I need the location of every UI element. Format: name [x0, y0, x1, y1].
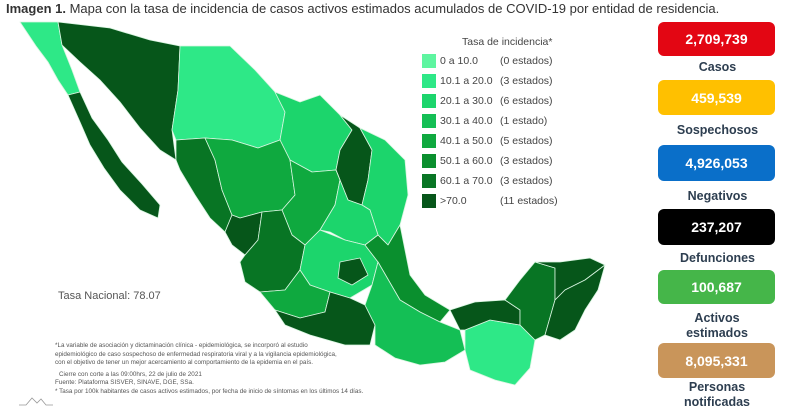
stat-casos-label: Casos	[698, 60, 737, 74]
legend-count: (0 estados)	[500, 55, 553, 67]
stat-activos-value: 100,687	[658, 270, 775, 304]
legend-range: 0 a 10.0	[440, 55, 478, 67]
state-baja-california-sur[interactable]	[67, 91, 161, 219]
legend-item: 40.1 a 50.0 (5 estados)	[422, 134, 582, 148]
legend-item: 10.1 a 20.0 (3 estados)	[422, 74, 582, 88]
legend-range: 60.1 a 70.0	[440, 175, 493, 187]
legend-item: 50.1 a 60.0 (3 estados)	[422, 154, 582, 168]
legend-count: (6 estados)	[500, 95, 553, 107]
footnote: con el objetivo de tener un mejor acerca…	[55, 359, 313, 367]
logo-icon	[19, 397, 53, 406]
legend-swatch	[422, 74, 436, 88]
legend-count: (11 estados)	[500, 195, 558, 207]
legend-count: (5 estados)	[500, 135, 553, 147]
legend-count: (3 estados)	[500, 75, 553, 87]
legend-range: 20.1 a 30.0	[440, 95, 493, 107]
mexico-map	[19, 21, 606, 386]
legend-swatch	[422, 174, 436, 188]
legend-range: 30.1 a 40.0	[440, 115, 493, 127]
footnotes: *La variable de asociación y dictaminaci…	[55, 342, 363, 397]
footnote: *La variable de asociación y dictaminaci…	[55, 342, 308, 349]
legend-item: >70.0 (11 estados)	[422, 194, 582, 208]
legend-swatch	[422, 194, 436, 208]
stat-sospechosos-label: Sospechosos	[676, 123, 759, 137]
stat-notificadas-label: Personas notificadas	[684, 380, 750, 409]
state-quintana-roo[interactable]	[544, 264, 606, 341]
stat-defunciones-value: 237,207	[658, 209, 775, 245]
cutoff-note: Cierre con corte a las 09:00hrs, 22 de j…	[59, 370, 202, 378]
legend-swatch	[422, 114, 436, 128]
title-prefix: Imagen 1.	[6, 1, 66, 16]
state-oaxaca[interactable]	[364, 261, 466, 366]
figure-title: Imagen 1. Mapa con la tasa de incidencia…	[6, 1, 719, 16]
stat-defunciones-label: Defunciones	[679, 251, 755, 265]
national-rate: Tasa Nacional: 78.07	[58, 290, 161, 302]
title-text: Mapa con la tasa de incidencia de casos …	[69, 1, 720, 16]
legend-range: >70.0	[440, 195, 467, 207]
legend-count: (3 estados)	[500, 155, 553, 167]
legend-item: 60.1 a 70.0 (3 estados)	[422, 174, 582, 188]
legend-swatch	[422, 134, 436, 148]
legend-swatch	[422, 54, 436, 68]
legend-count: (1 estado)	[500, 115, 548, 127]
stat-negativos-value: 4,926,053	[658, 145, 775, 181]
state-cdmx-area[interactable]	[337, 257, 369, 286]
legend-item: 30.1 a 40.0 (1 estado)	[422, 114, 582, 128]
legend-item: 0 a 10.0 (0 estados)	[422, 54, 582, 68]
stat-activos-label: Activos estimados	[686, 311, 748, 340]
legend-title: Tasa de incidencia*	[462, 36, 553, 48]
legend-swatch	[422, 154, 436, 168]
legend-range: 10.1 a 20.0	[440, 75, 493, 87]
state-sonora[interactable]	[57, 21, 181, 161]
stat-notificadas-value: 8,095,331	[658, 343, 775, 378]
state-chihuahua[interactable]	[171, 45, 286, 149]
legend-range: 40.1 a 50.0	[440, 135, 493, 147]
source-note: Fuente: Plataforma SISVER, SINAVE, DGE, …	[55, 379, 194, 387]
stat-casos-value: 2,709,739	[658, 22, 775, 56]
legend-range: 50.1 a 60.0	[440, 155, 493, 167]
rate-note: * Tasa por 100k habitantes de casos acti…	[55, 387, 364, 395]
stat-negativos-label: Negativos	[687, 189, 748, 203]
legend-swatch	[422, 94, 436, 108]
footnote: epidemiológico de caso sospechoso de enf…	[55, 350, 337, 358]
legend-count: (3 estados)	[500, 175, 553, 187]
stat-sospechosos-value: 459,539	[658, 80, 775, 115]
legend-item: 20.1 a 30.0 (6 estados)	[422, 94, 582, 108]
